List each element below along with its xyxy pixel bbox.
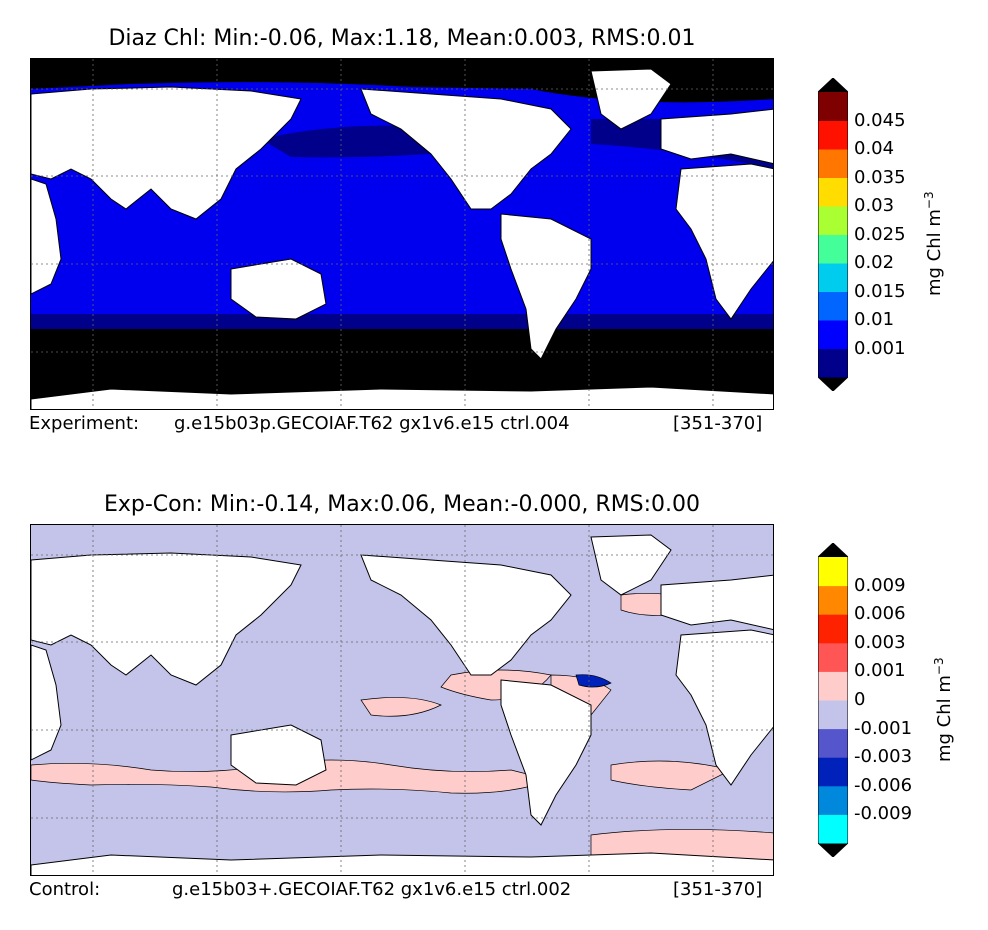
colorbar-segment xyxy=(818,614,848,644)
colorbar-tick-label: -0.003 xyxy=(854,746,913,768)
colorbar-tick-label: 0.04 xyxy=(854,138,895,159)
control-case-name: g.e15b03+.GECOIAF.T62 gx1v6.e15 ctrl.002 xyxy=(172,879,572,900)
colorbar-tick-label: 0.035 xyxy=(854,166,906,188)
control-label: Control: xyxy=(29,879,101,900)
colorbar-segment xyxy=(818,234,848,264)
colorbar-tick-label: 0.015 xyxy=(854,280,906,302)
colorbar-over-extension xyxy=(818,78,848,92)
colorbar-segment xyxy=(818,263,848,292)
colorbar-tick-label: 0.03 xyxy=(854,195,895,216)
colorbar-segment xyxy=(818,700,848,730)
colorbar-tick-label: -0.006 xyxy=(854,774,913,796)
colorbar-tick-label: 0.01 xyxy=(854,309,895,330)
colorbar-segment xyxy=(818,149,848,178)
colorbar-unit-experiment: mg Chl m−3 xyxy=(922,191,945,296)
colorbar-segment xyxy=(818,348,848,378)
colorbar-tick-label: 0 xyxy=(854,689,866,710)
colorbar-tick-label: 0.025 xyxy=(854,223,906,245)
map-title-experiment: Diaz Chl: Min:-0.06, Max:1.18, Mean:0.00… xyxy=(108,26,696,51)
colorbar-tick-label: 0.009 xyxy=(854,574,906,596)
colorbar-tick-label: 0.045 xyxy=(854,109,906,131)
colorbar-segment xyxy=(818,291,848,321)
colorbar-segment xyxy=(818,757,848,787)
experiment-years: [351-370] xyxy=(673,413,763,434)
colorbar-segment xyxy=(818,728,848,758)
colorbar-experiment xyxy=(817,77,849,392)
control-years: [351-370] xyxy=(673,879,763,900)
colorbar-segment xyxy=(818,206,848,235)
map-experiment xyxy=(30,58,774,410)
colorbar-under-extension xyxy=(818,377,848,391)
colorbar-segment xyxy=(818,120,848,150)
colorbar-segment xyxy=(818,642,848,672)
colorbar-difference xyxy=(817,542,849,858)
colorbar-tick-label: 0.003 xyxy=(854,631,906,653)
colorbar-tick-label: -0.001 xyxy=(854,717,913,739)
colorbar-segment xyxy=(818,177,848,207)
colorbar-tick-label: 0.006 xyxy=(854,603,906,625)
colorbar-segment xyxy=(818,671,848,701)
colorbar-tick-label: -0.009 xyxy=(854,803,913,825)
map-title-difference: Exp-Con: Min:-0.14, Max:0.06, Mean:-0.00… xyxy=(103,492,701,517)
colorbar-segment xyxy=(818,814,848,844)
colorbar-segment xyxy=(818,585,848,615)
colorbar-tick-label: 0.001 xyxy=(854,660,906,682)
colorbar-over-extension xyxy=(818,543,848,557)
experiment-label: Experiment: xyxy=(29,413,140,434)
colorbar-under-extension xyxy=(818,843,848,857)
map-difference xyxy=(30,524,774,876)
colorbar-segment xyxy=(818,785,848,815)
experiment-case-name: g.e15b03p.GECOIAF.T62 gx1v6.e15 ctrl.004 xyxy=(174,413,570,434)
colorbar-segment xyxy=(818,320,848,349)
colorbar-unit-difference: mg Chl m−3 xyxy=(932,657,955,762)
colorbar-segment xyxy=(818,557,848,587)
colorbar-tick-label: 0.02 xyxy=(854,252,895,273)
colorbar-segment xyxy=(818,92,848,121)
colorbar-tick-label: 0.001 xyxy=(854,337,906,359)
